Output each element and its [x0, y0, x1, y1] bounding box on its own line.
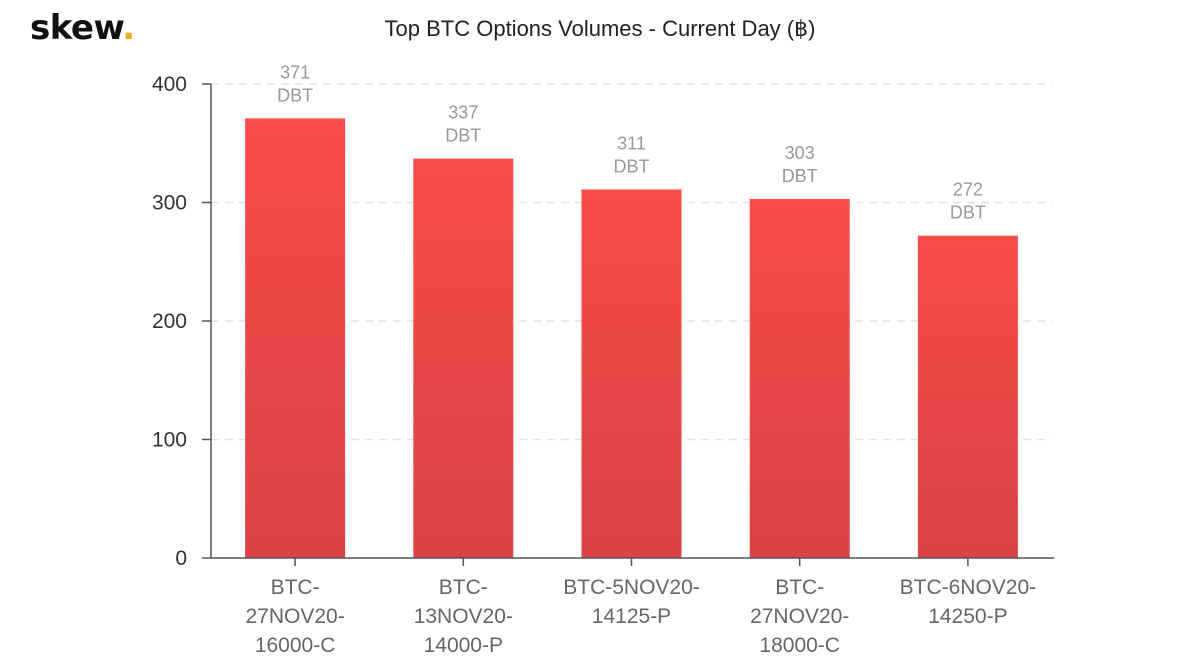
x-category-label: 14000-P	[424, 634, 503, 657]
y-tick-label: 0	[175, 547, 187, 570]
bar-value-label: 303	[785, 143, 815, 163]
bars	[245, 118, 1018, 559]
x-category-label: BTC-5NOV20-	[563, 576, 700, 599]
bar-value-label: 272	[953, 180, 983, 200]
x-category-label: BTC-6NOV20-	[900, 576, 1037, 599]
bar	[245, 118, 346, 559]
y-tick-label: 300	[152, 192, 187, 215]
x-category-label: 14125-P	[592, 605, 671, 628]
bar-unit-label: DBT	[445, 126, 481, 146]
bar-value-label: 371	[280, 62, 310, 82]
x-category-label: BTC-	[271, 576, 320, 599]
x-category-label: BTC-	[775, 576, 824, 599]
bar-unit-label: DBT	[950, 203, 986, 223]
x-category-label: 27NOV20-	[245, 605, 344, 628]
labels: 0 100 200 300 400 371 DBT BTC- 27NOV20- 16000-C 33…	[152, 62, 1036, 657]
bar-unit-label: DBT	[277, 85, 313, 105]
x-category-label: 14250-P	[928, 605, 1007, 628]
bar-value-label: 311	[617, 133, 646, 153]
y-tick-label: 200	[152, 310, 187, 333]
x-category-label: BTC-	[439, 576, 488, 599]
logo-dot: .	[122, 8, 135, 48]
skew-logo: skew.	[30, 8, 135, 48]
x-category-label: 27NOV20-	[750, 605, 849, 628]
bar	[413, 158, 514, 558]
y-tick-label: 100	[152, 429, 187, 452]
bar-value-label: 337	[448, 103, 478, 123]
bar-unit-label: DBT	[782, 166, 818, 186]
chart-title: Top BTC Options Volumes - Current Day (฿…	[384, 16, 816, 41]
x-category-label: 16000-C	[255, 634, 336, 657]
bar	[917, 235, 1018, 558]
bar	[581, 189, 682, 558]
x-category-label: 13NOV20-	[414, 605, 513, 628]
bar	[749, 198, 850, 558]
y-tick-label: 400	[152, 73, 187, 96]
logo-text: skew	[30, 8, 123, 48]
x-category-label: 18000-C	[759, 634, 840, 657]
bar-unit-label: DBT	[614, 156, 650, 176]
axes	[202, 83, 1054, 566]
